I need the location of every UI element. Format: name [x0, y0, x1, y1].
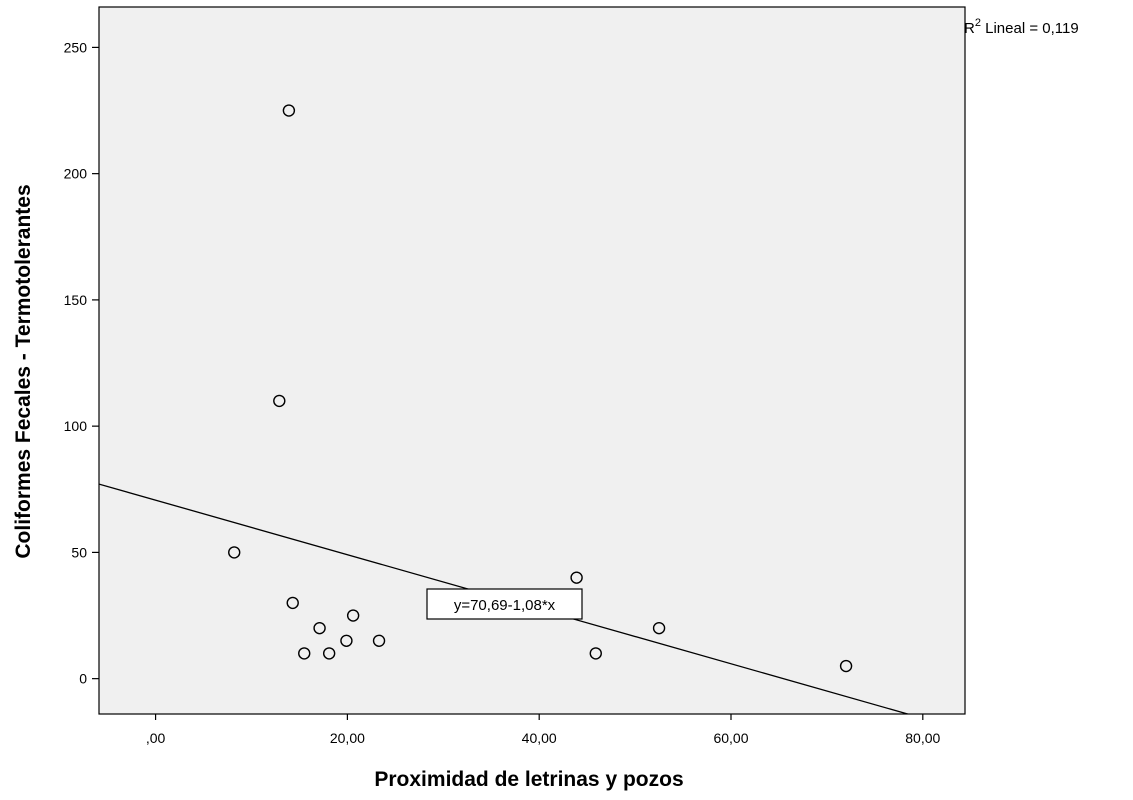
data-point: [282, 104, 296, 117]
y-tick-label: 0: [79, 671, 87, 687]
data-point: [346, 609, 360, 622]
data-point: [589, 647, 602, 660]
r-squared-label: R2 Lineal = 0,119: [964, 17, 1079, 37]
fit-equation-text: y=70,69-1,08*x: [454, 597, 556, 614]
x-tick-label: 20,00: [330, 730, 365, 746]
x-tick-label: 80,00: [905, 730, 940, 746]
data-point: [372, 634, 386, 647]
data-point: [652, 621, 666, 635]
data-point: [340, 634, 353, 647]
y-tick-label: 50: [71, 544, 87, 560]
y-tick-label: 100: [64, 418, 88, 434]
fit-equation-box: [426, 588, 583, 620]
data-point: [286, 596, 299, 610]
x-tick-label: ,00: [146, 730, 166, 746]
data-point: [298, 647, 311, 660]
data-point: [313, 621, 326, 635]
y-tick-label: 200: [64, 166, 88, 182]
data-point: [273, 394, 286, 408]
data-point: [839, 659, 853, 673]
data-point: [322, 647, 336, 660]
x-axis-title: Proximidad de letrinas y pozos: [374, 768, 683, 791]
x-tick-label: 40,00: [522, 730, 557, 746]
x-tick-label: 60,00: [713, 730, 748, 746]
y-axis-title: Coliformes Fecales - Termotolerantes: [12, 184, 35, 558]
fit-equation-label: y=70,69-1,08*x: [426, 588, 583, 620]
y-tick-label: 150: [64, 292, 88, 308]
data-point: [228, 546, 241, 559]
y-tick-label: 250: [64, 39, 88, 55]
data-point: [570, 571, 583, 584]
